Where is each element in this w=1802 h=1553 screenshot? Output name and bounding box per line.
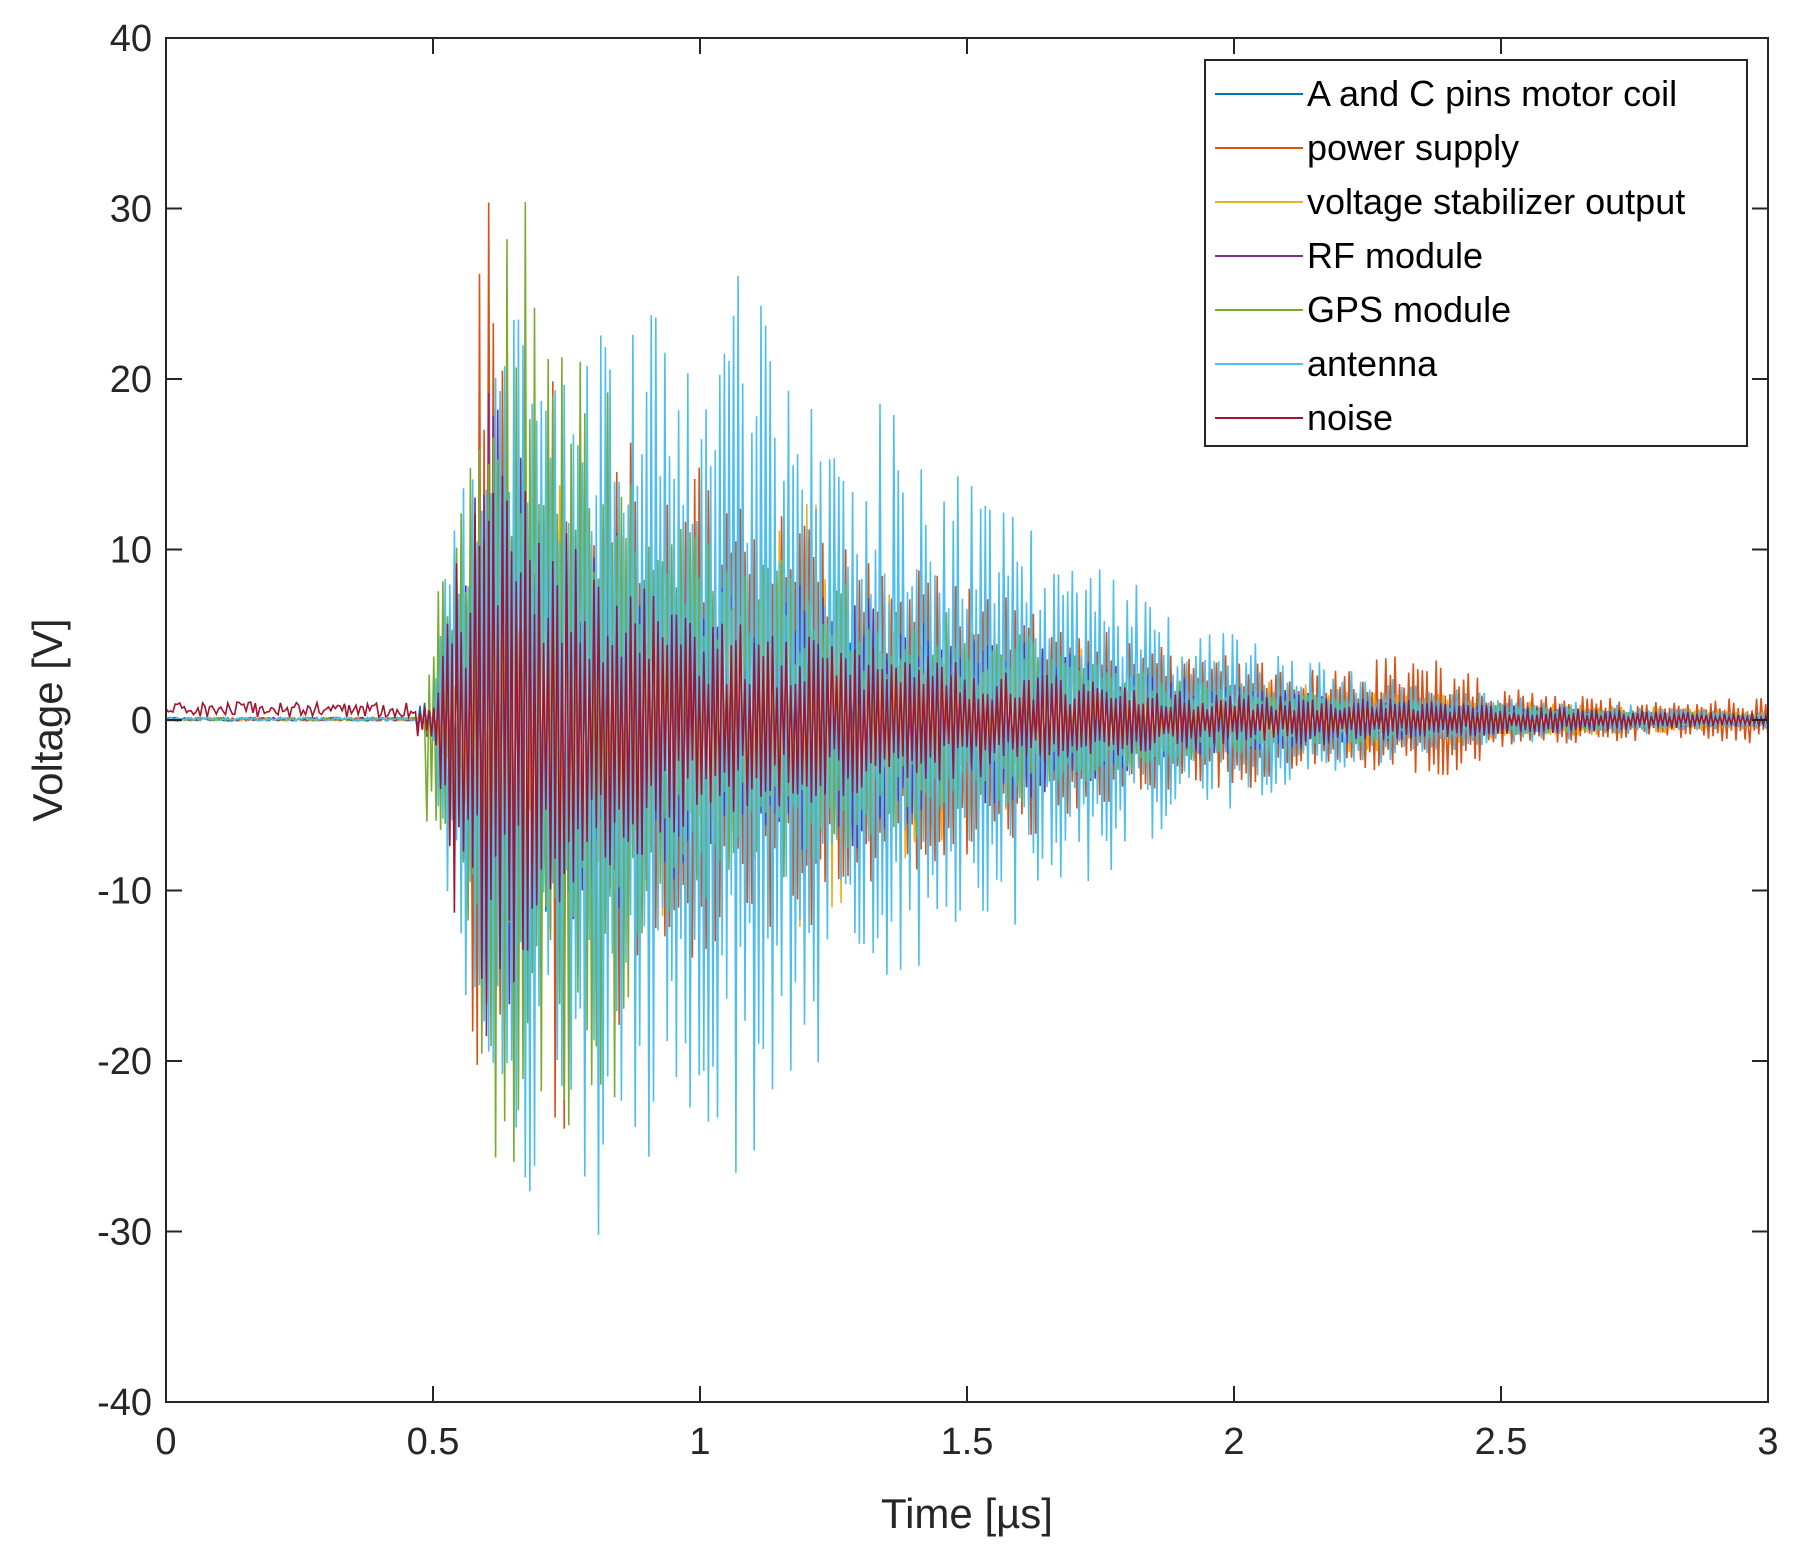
x-tick-label: 2 [1223,1421,1244,1463]
legend-label-7: noise [1307,397,1393,438]
legend-label-6: antenna [1307,343,1438,384]
legend-box [1204,59,1748,447]
x-tick-label: 1.5 [941,1421,994,1463]
y-tick-label: 20 [110,359,152,401]
legend: A and C pins motor coil power supply volta… [1204,59,1748,447]
x-tick-label: 1 [689,1421,710,1463]
x-tick-label: 2.5 [1475,1421,1528,1463]
legend-label-4: RF module [1307,235,1483,276]
ticks-layer [165,37,1769,1403]
y-axis-label: Voltage [V] [24,618,71,821]
legend-label-3: voltage stabilizer output [1307,181,1685,222]
x-tick-label: 0.5 [407,1421,460,1463]
y-tick-label: 30 [110,189,152,231]
y-tick-label: 0 [131,700,152,742]
tick-labels-layer: 0 0.5 1 1.5 2 2.5 3 -40 -30 -20 -10 0 10 20 30 40 [97,18,1778,1463]
legend-items: A and C pins motor coil power supply volta… [1215,73,1685,438]
y-tick-label: 10 [110,530,152,572]
x-tick-label: 3 [1757,1421,1778,1463]
x-tick-label: 0 [155,1421,176,1463]
series-line-7 [166,475,1768,1004]
y-tick-label: -10 [97,871,152,913]
y-tick-label: 40 [110,18,152,60]
x-axis-label: Time [µs] [881,1490,1053,1537]
legend-label-2: power supply [1307,127,1519,168]
y-tick-label: -40 [97,1382,152,1424]
series-layer [166,135,1768,1292]
legend-label-5: GPS module [1307,289,1511,330]
y-tick-label: -30 [97,1212,152,1254]
legend-label-1: A and C pins motor coil [1307,73,1677,114]
y-tick-label: -20 [97,1041,152,1083]
